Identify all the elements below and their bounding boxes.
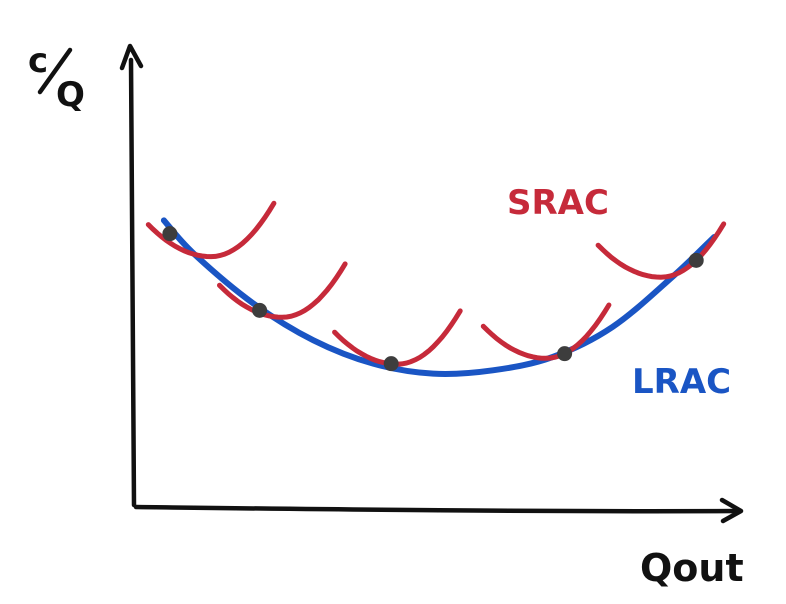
srac-curve-5: [595, 221, 727, 280]
y-axis-label-slash: [37, 47, 73, 95]
x-axis: [133, 504, 741, 514]
x-axis-arrowhead: [719, 497, 744, 524]
lrac-curve: [160, 217, 718, 378]
srac-label: SRAC: [507, 183, 609, 223]
y-axis-label-denominator: Q: [56, 75, 85, 115]
tangent-point-2: [252, 302, 268, 318]
x-axis-label: Qout: [640, 546, 744, 590]
lrac-label: LRAC: [632, 362, 731, 402]
tangent-point-5: [688, 252, 704, 268]
y-axis-label-numerator: c: [28, 41, 48, 81]
srac-curve-1: [145, 200, 277, 260]
plot-area: [145, 200, 727, 378]
tangent-point-1: [162, 226, 178, 242]
y-axis-arrowhead: [119, 43, 144, 71]
srac-curve-4: [480, 302, 612, 361]
srac-curve-2: [217, 261, 348, 320]
tangent-point-3: [383, 356, 399, 372]
tangent-point-4: [557, 346, 573, 362]
y-axis: [128, 57, 137, 508]
